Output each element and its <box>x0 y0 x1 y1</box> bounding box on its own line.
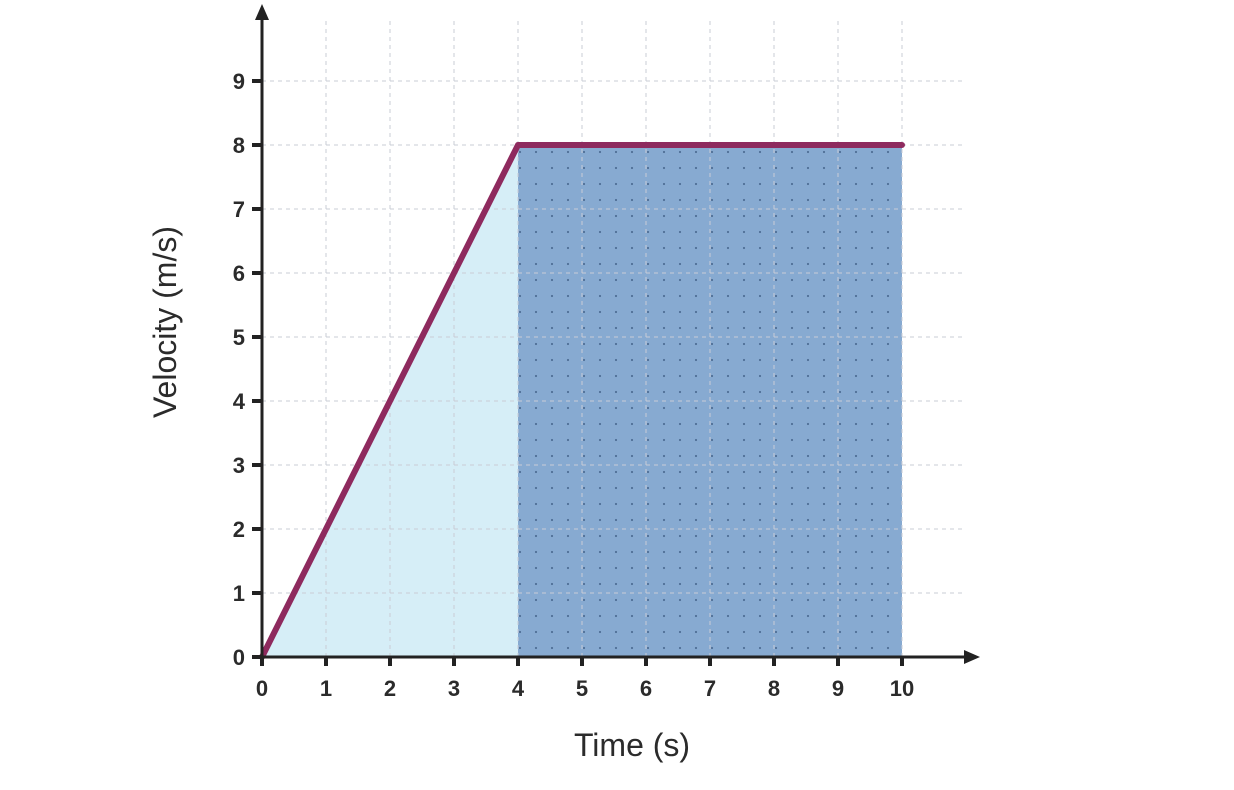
y-tick-label: 8 <box>233 133 245 158</box>
ticks: 0 1 2 3 4 5 6 7 8 9 10 0 1 2 3 4 5 6 7 8 9 <box>233 69 914 701</box>
x-axis-arrow <box>964 650 980 664</box>
series-lines <box>259 142 905 660</box>
x-tick-label: 6 <box>640 676 652 701</box>
x-tick-label: 10 <box>890 676 914 701</box>
y-tick-label: 2 <box>233 517 245 542</box>
x-axis-title: Time (s) <box>574 727 690 763</box>
x-tick-label: 9 <box>832 676 844 701</box>
y-axis-arrow <box>255 4 269 20</box>
x-tick-label: 3 <box>448 676 460 701</box>
y-axis-title: Velocity (m/s) <box>147 226 183 418</box>
x-tick-label: 7 <box>704 676 716 701</box>
x-tick-label: 2 <box>384 676 396 701</box>
y-tick-label: 0 <box>233 645 245 670</box>
x-tick-label: 8 <box>768 676 780 701</box>
y-tick-label: 5 <box>233 325 245 350</box>
y-tick-label: 1 <box>233 581 245 606</box>
y-tick-label: 7 <box>233 197 245 222</box>
x-tick-label: 0 <box>256 676 268 701</box>
x-tick-label: 5 <box>576 676 588 701</box>
y-tick-label: 6 <box>233 261 245 286</box>
y-tick-label: 3 <box>233 453 245 478</box>
x-tick-label: 1 <box>320 676 332 701</box>
y-tick-label: 9 <box>233 69 245 94</box>
series-line <box>259 142 905 660</box>
x-tick-label: 4 <box>512 676 525 701</box>
y-tick-label: 4 <box>233 389 246 414</box>
